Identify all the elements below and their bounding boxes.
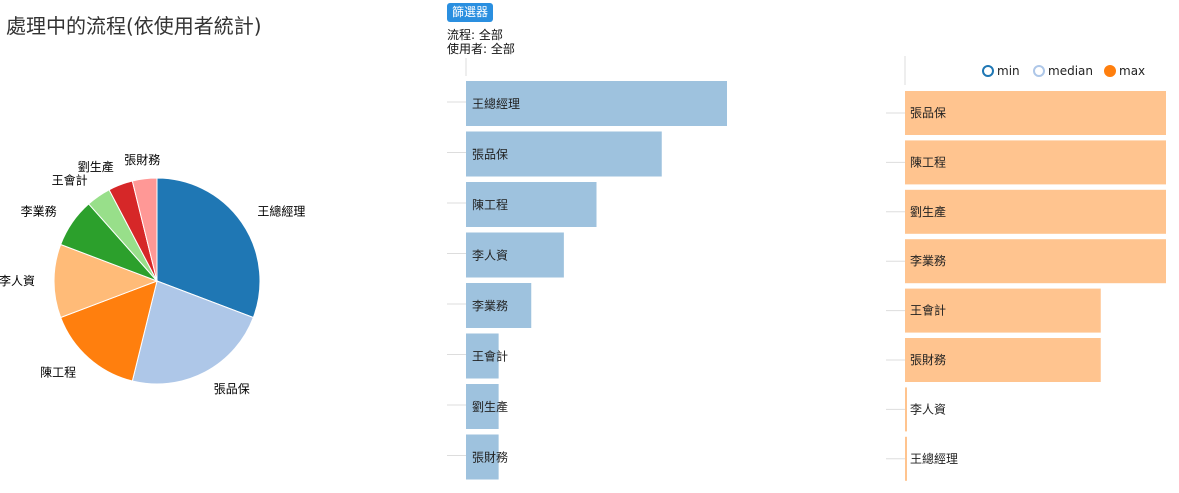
legend-marker[interactable]	[1104, 65, 1116, 77]
filter-user-value: 全部	[490, 42, 515, 56]
pie-label: 劉生產	[78, 159, 114, 174]
pie-slice[interactable]	[131, 280, 254, 385]
pie-slice[interactable]	[60, 280, 158, 382]
bar[interactable]	[905, 239, 1166, 284]
pie-label: 李業務	[21, 204, 57, 219]
legend-marker[interactable]	[982, 65, 994, 77]
bar[interactable]	[466, 131, 662, 177]
bar-label: 陳工程	[472, 197, 508, 212]
bar[interactable]	[466, 434, 499, 480]
filter-user-label: 使用者	[447, 42, 484, 56]
bar[interactable]	[905, 338, 1101, 382]
pie-label: 王會計	[52, 173, 88, 188]
legend[interactable]: min median max	[982, 64, 1145, 78]
pie-slice[interactable]	[131, 177, 158, 282]
pie-label: 張財務	[124, 152, 160, 167]
bar-label: 劉生產	[472, 399, 508, 414]
pie-label: 王總經理	[257, 204, 305, 219]
bar-label: 張品保	[910, 106, 946, 120]
bar-label: 李業務	[910, 253, 946, 268]
bar-label: 王總經理	[910, 451, 958, 466]
bar[interactable]	[905, 288, 1101, 333]
bar-label: 李人資	[472, 248, 508, 263]
pie-label: 李人資	[0, 273, 35, 288]
bar-label: 王總經理	[472, 96, 520, 111]
filter-process-label: 流程	[447, 28, 472, 42]
bar-label: 劉生產	[910, 204, 946, 219]
filter-process-value: 全部	[478, 28, 503, 42]
bar[interactable]	[466, 283, 532, 328]
legend-label[interactable]: max	[1119, 64, 1145, 78]
bar[interactable]	[466, 232, 564, 278]
legend-label[interactable]: min	[997, 64, 1020, 78]
bar-label: 張品保	[472, 148, 508, 162]
bar[interactable]	[905, 189, 1166, 234]
bar[interactable]	[466, 81, 727, 126]
bar[interactable]	[466, 333, 499, 379]
bar-label: 李人資	[910, 401, 946, 416]
bar[interactable]	[466, 182, 597, 227]
bar-label: 王會計	[910, 303, 946, 318]
pie-label: 張品保	[214, 382, 250, 396]
legend-label[interactable]: median	[1048, 64, 1093, 78]
bar[interactable]	[905, 140, 1166, 185]
pie-slice[interactable]	[156, 177, 261, 319]
filter-user-line: 使用者: 全部	[447, 42, 515, 56]
pie-slice[interactable]	[53, 243, 159, 319]
pie-label: 陳工程	[40, 364, 76, 379]
page-title: 處理中的流程(依使用者統計)	[6, 14, 262, 38]
filter-button[interactable]: 篩選器	[447, 3, 494, 22]
bar-label: 王會計	[472, 349, 508, 364]
bar-label: 陳工程	[910, 154, 946, 169]
bar-label: 張財務	[910, 352, 946, 367]
bar[interactable]	[905, 91, 1166, 135]
legend-marker[interactable]	[1033, 65, 1045, 77]
bar-label: 張財務	[472, 450, 508, 465]
filter-process-line: 流程: 全部	[447, 28, 503, 42]
bar-label: 李業務	[472, 298, 508, 313]
bar[interactable]	[466, 384, 499, 429]
